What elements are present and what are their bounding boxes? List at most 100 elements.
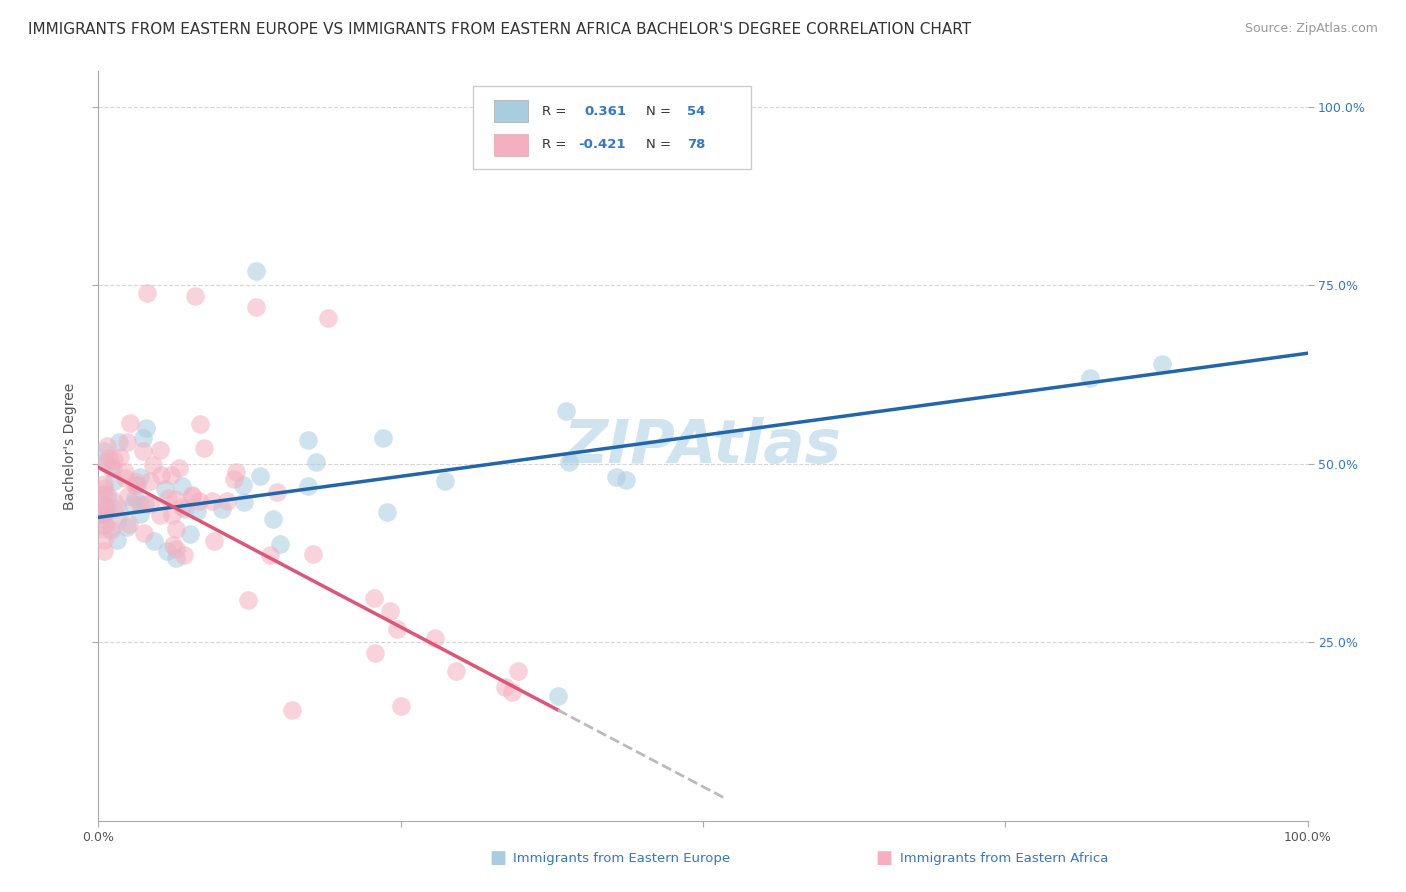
Point bbox=[135, 421, 157, 435]
Point bbox=[173, 548, 195, 562]
Point bbox=[160, 467, 183, 482]
Text: N =: N = bbox=[647, 138, 675, 152]
Point bbox=[245, 264, 267, 278]
Bar bbox=[494, 134, 527, 156]
Point bbox=[118, 416, 141, 430]
Point bbox=[91, 503, 114, 517]
Text: ■: ■ bbox=[489, 849, 506, 867]
Point bbox=[434, 474, 457, 488]
Point bbox=[93, 443, 115, 458]
Point bbox=[93, 455, 115, 469]
Point bbox=[172, 478, 194, 492]
Point bbox=[155, 483, 177, 497]
Text: 78: 78 bbox=[688, 138, 706, 152]
Point bbox=[179, 526, 201, 541]
Point bbox=[222, 472, 245, 486]
Point bbox=[259, 549, 281, 563]
Point bbox=[297, 479, 319, 493]
FancyBboxPatch shape bbox=[474, 87, 751, 169]
Point bbox=[93, 477, 115, 491]
Point bbox=[125, 478, 148, 492]
Point bbox=[98, 451, 121, 466]
Text: N =: N = bbox=[647, 104, 675, 118]
Text: ZIPAtlas: ZIPAtlas bbox=[564, 417, 842, 475]
Point bbox=[108, 450, 131, 465]
Point bbox=[364, 647, 387, 661]
Point bbox=[117, 489, 139, 503]
Text: Immigrants from Eastern Africa: Immigrants from Eastern Africa bbox=[900, 852, 1108, 864]
Point bbox=[238, 593, 260, 607]
Point bbox=[156, 491, 179, 505]
Point bbox=[135, 285, 157, 300]
Point bbox=[93, 486, 115, 500]
Point bbox=[132, 431, 155, 445]
Text: 54: 54 bbox=[688, 104, 706, 118]
Point bbox=[149, 443, 172, 458]
Point bbox=[201, 493, 224, 508]
Point bbox=[245, 300, 267, 314]
Point bbox=[114, 471, 136, 485]
Point bbox=[297, 434, 319, 448]
Text: IMMIGRANTS FROM EASTERN EUROPE VS IMMIGRANTS FROM EASTERN AFRICA BACHELOR'S DEGR: IMMIGRANTS FROM EASTERN EUROPE VS IMMIGR… bbox=[28, 22, 972, 37]
Point bbox=[129, 470, 152, 484]
Y-axis label: Bachelor's Degree: Bachelor's Degree bbox=[63, 383, 77, 509]
Point bbox=[423, 631, 446, 645]
Point bbox=[93, 481, 115, 495]
Point bbox=[117, 516, 139, 531]
Point bbox=[547, 689, 569, 703]
Point bbox=[181, 489, 204, 503]
Text: ■: ■ bbox=[876, 849, 893, 867]
Point bbox=[100, 460, 122, 475]
Point bbox=[389, 699, 412, 714]
Point bbox=[173, 501, 195, 516]
Point bbox=[156, 544, 179, 558]
Point bbox=[139, 474, 162, 488]
Point bbox=[129, 507, 152, 521]
Point bbox=[1152, 357, 1174, 371]
Point bbox=[94, 518, 117, 533]
Point bbox=[128, 497, 150, 511]
Point bbox=[150, 468, 173, 483]
Point bbox=[363, 591, 385, 605]
Point bbox=[117, 520, 139, 534]
Point bbox=[124, 491, 146, 505]
Point bbox=[93, 507, 115, 521]
Point bbox=[266, 485, 288, 500]
Point bbox=[305, 455, 328, 469]
Point bbox=[114, 466, 136, 480]
Point bbox=[1078, 371, 1101, 385]
Point bbox=[165, 542, 187, 557]
Point bbox=[302, 547, 325, 561]
Point bbox=[165, 492, 187, 507]
Point bbox=[558, 455, 581, 469]
Point bbox=[96, 488, 118, 502]
Point bbox=[614, 473, 637, 487]
Point bbox=[115, 435, 138, 450]
Point bbox=[94, 503, 117, 517]
Point bbox=[269, 537, 291, 551]
Text: R =: R = bbox=[543, 138, 571, 152]
Point bbox=[262, 512, 284, 526]
Point bbox=[101, 461, 124, 475]
Point bbox=[232, 477, 254, 491]
Point bbox=[444, 664, 467, 678]
Point bbox=[371, 431, 394, 445]
Point bbox=[375, 505, 398, 519]
Point bbox=[506, 664, 529, 678]
Point bbox=[186, 504, 208, 518]
Point bbox=[93, 533, 115, 547]
Point bbox=[100, 523, 122, 537]
Point bbox=[501, 685, 523, 699]
Point bbox=[281, 703, 304, 717]
Point bbox=[93, 497, 115, 511]
Text: 0.361: 0.361 bbox=[585, 104, 627, 118]
Point bbox=[105, 533, 128, 547]
Point bbox=[181, 488, 204, 502]
Point bbox=[132, 443, 155, 458]
Point bbox=[204, 533, 226, 548]
Point bbox=[148, 508, 170, 523]
Point bbox=[91, 507, 114, 521]
Point bbox=[124, 477, 146, 491]
Text: R =: R = bbox=[543, 104, 571, 118]
Point bbox=[193, 441, 215, 455]
